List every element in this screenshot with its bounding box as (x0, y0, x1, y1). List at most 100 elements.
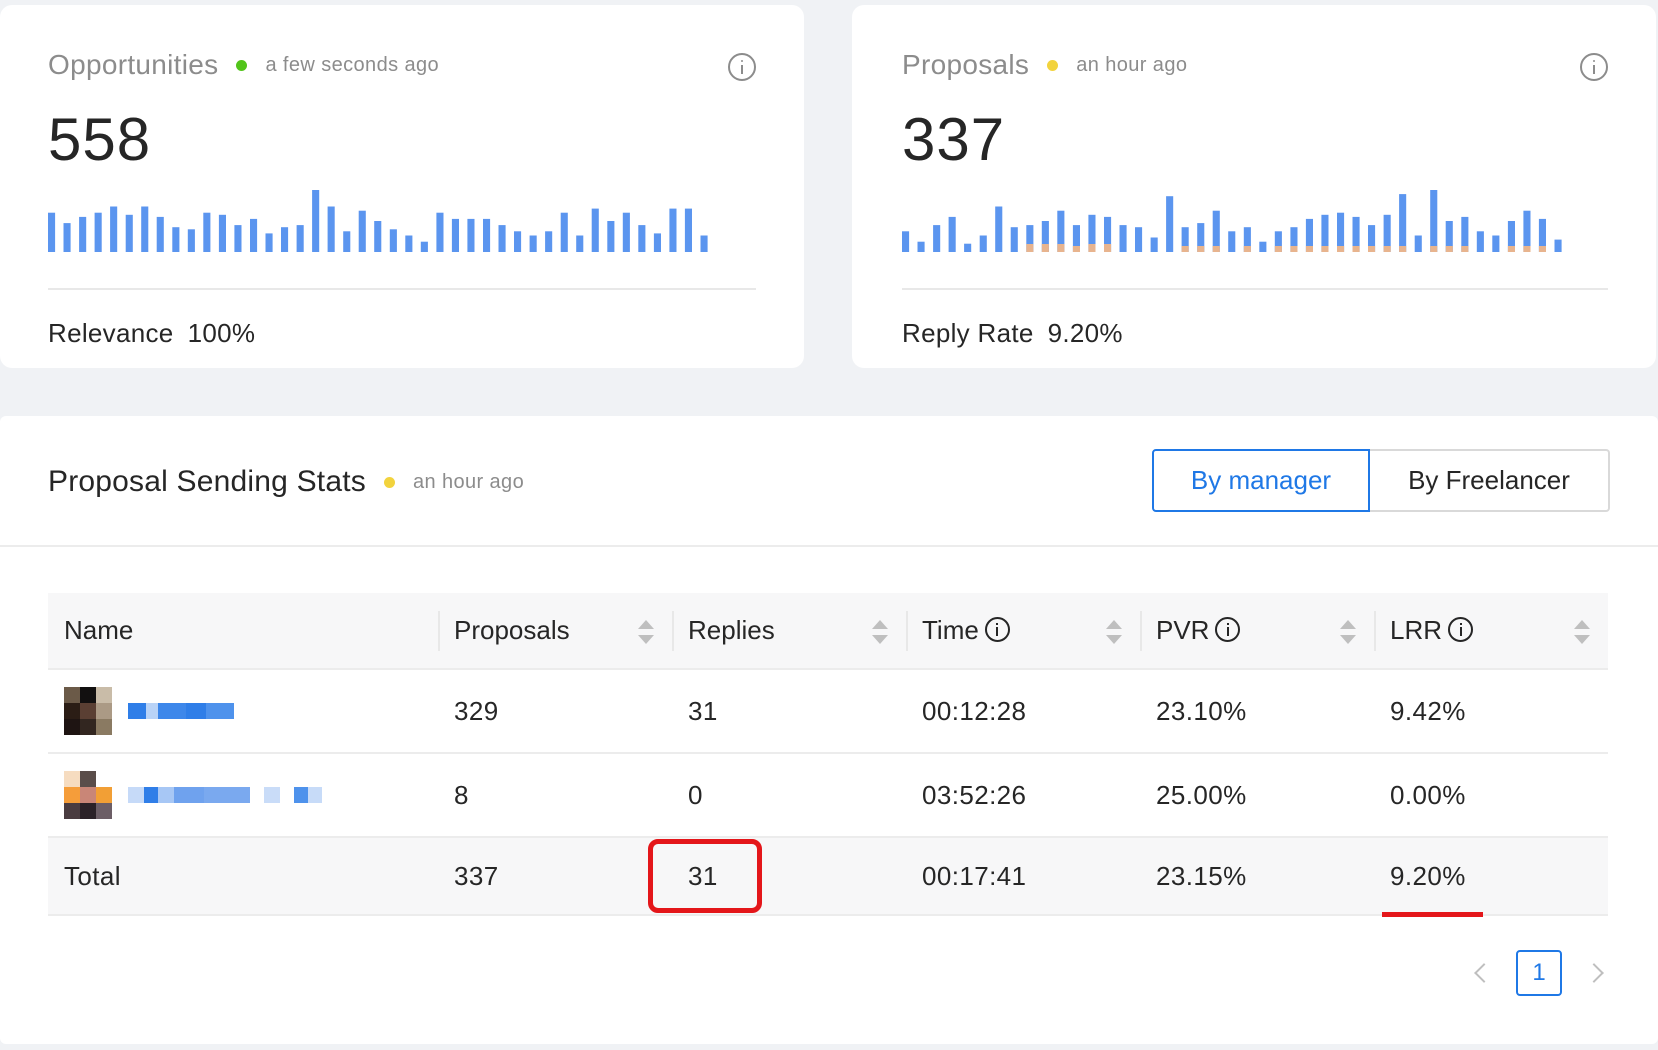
replies-cell: 31 (672, 669, 906, 754)
avatar-pixel (80, 687, 96, 703)
spark-bar (622, 212, 630, 252)
name-cell[interactable] (48, 753, 438, 838)
spark-bar (358, 210, 366, 252)
info-icon[interactable] (984, 617, 1010, 642)
avatar-pixel (96, 771, 112, 787)
spark-bar (1212, 210, 1220, 252)
column-time-label: Time (922, 615, 979, 645)
spark-bar (1010, 227, 1018, 252)
spark-bar (281, 227, 289, 252)
opportunities-header: Opportunities a few seconds ago (48, 49, 439, 81)
spark-bar (1135, 227, 1143, 252)
spark-bar (653, 233, 661, 252)
spark-bar (1305, 218, 1313, 252)
divider (48, 288, 756, 290)
view-toggle: By manager By Freelancer (1152, 449, 1610, 512)
sort-icon[interactable] (1340, 620, 1356, 644)
info-icon[interactable] (728, 53, 756, 81)
table-row: 329 31 00:12:28 23.10% 9.42% (48, 669, 1608, 754)
spark-bar-secondary (1243, 246, 1251, 252)
proposals-cell: 8 (438, 753, 672, 838)
total-lrr: 9.20% (1374, 837, 1608, 916)
spark-bar (1072, 225, 1080, 252)
sort-icon[interactable] (872, 620, 888, 644)
spark-bar-secondary (1383, 246, 1391, 252)
total-proposals: 337 (438, 837, 672, 916)
column-time[interactable]: Time (906, 593, 1140, 670)
blurred-name[interactable] (128, 703, 234, 719)
blurred-name[interactable] (128, 787, 322, 803)
spark-bar-secondary (1321, 246, 1329, 252)
column-proposals-label: Proposals (454, 615, 570, 645)
proposals-title: Proposals (902, 49, 1030, 80)
spark-bar-secondary (1523, 246, 1531, 252)
column-pvr[interactable]: PVR (1140, 593, 1374, 670)
opportunities-count: 558 (48, 106, 152, 173)
spark-bar (576, 235, 584, 252)
sort-icon[interactable] (1106, 620, 1122, 644)
chevron-left-icon[interactable] (1470, 962, 1492, 984)
spark-bar (312, 190, 320, 252)
reply-rate-value: 9.20% (1047, 318, 1123, 348)
avatar (64, 771, 112, 819)
spark-bar (700, 235, 708, 252)
spark-bar (63, 223, 71, 252)
by-manager-button[interactable]: By manager (1152, 449, 1370, 512)
column-lrr[interactable]: LRR (1374, 593, 1608, 670)
sort-icon[interactable] (638, 620, 654, 644)
stats-title: Proposal Sending Stats (48, 465, 366, 498)
page-number-button[interactable]: 1 (1516, 950, 1562, 996)
avatar-pixel (64, 771, 80, 787)
avatar-pixel (80, 719, 96, 735)
lrr-cell: 0.00% (1374, 753, 1608, 838)
column-name-label: Name (64, 615, 134, 645)
spark-bar (1445, 221, 1453, 252)
spark-bar (979, 235, 987, 252)
spark-bar (995, 206, 1003, 252)
column-proposals[interactable]: Proposals (438, 593, 672, 670)
spark-bar (94, 212, 102, 252)
info-icon[interactable] (1448, 617, 1474, 642)
spark-bar (1119, 225, 1127, 252)
proposals-header: Proposals an hour ago (902, 49, 1187, 81)
reply-rate-label: Reply Rate (902, 318, 1034, 348)
chevron-right-icon[interactable] (1586, 962, 1608, 984)
spark-bar (125, 214, 133, 252)
avatar-pixel (80, 771, 96, 787)
spark-bar (1228, 231, 1236, 252)
avatar-pixel (80, 787, 96, 803)
total-replies: 31 (672, 837, 906, 916)
name-pixel (146, 703, 158, 719)
spark-bar (638, 225, 646, 252)
spark-bar-secondary (1538, 246, 1546, 252)
name-pixel (158, 787, 174, 803)
spark-bar-secondary (1445, 246, 1453, 252)
relevance-label: Relevance (48, 318, 174, 348)
time-cell: 00:12:28 (906, 669, 1140, 754)
column-replies[interactable]: Replies (672, 593, 906, 670)
spark-bar (917, 241, 925, 252)
info-icon[interactable] (1580, 53, 1608, 81)
column-replies-label: Replies (688, 615, 775, 645)
spark-bar-secondary (1057, 244, 1065, 252)
spark-bar-secondary (1212, 246, 1220, 252)
info-icon[interactable] (1215, 617, 1241, 642)
proposals-sparkline (902, 190, 1562, 252)
stats-updated: an hour ago (412, 470, 525, 493)
spark-bar-secondary (1088, 244, 1096, 252)
avatar-pixel (64, 719, 80, 735)
name-pixel (308, 787, 322, 803)
name-pixel (280, 787, 294, 803)
spark-bar (545, 231, 553, 252)
divider (0, 545, 1658, 547)
spark-bar (1259, 241, 1267, 252)
spark-bar (79, 216, 87, 252)
spark-bar (1150, 237, 1158, 252)
spark-bar (1197, 223, 1205, 252)
name-cell[interactable] (48, 669, 438, 754)
by-freelancer-button[interactable]: By Freelancer (1370, 449, 1610, 512)
spark-bar (218, 214, 226, 252)
sort-icon[interactable] (1574, 620, 1590, 644)
spark-bar (1383, 214, 1391, 252)
spark-bar (1290, 227, 1298, 252)
